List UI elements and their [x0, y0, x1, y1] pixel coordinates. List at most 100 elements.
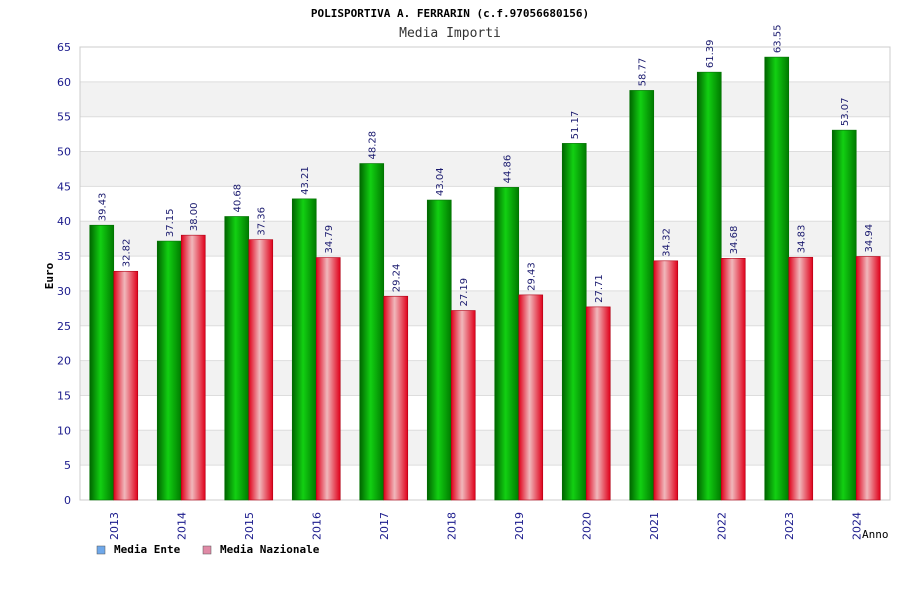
bar-media-ente: [696, 71, 722, 501]
y-tick-label: 10: [57, 424, 71, 437]
value-label: 61.39: [705, 40, 716, 69]
grid-band: [80, 256, 890, 291]
grid-band: [80, 186, 890, 222]
y-tick-label: 65: [57, 41, 71, 54]
value-label: 34.83: [797, 225, 808, 254]
value-labels: 39.43 32.82 37.15 38.00 40.68 37.36 43.21 34.79…: [98, 24, 876, 306]
grid-band: [80, 430, 890, 466]
bar-media-nazionale: [180, 234, 206, 501]
bar-media-ente: [561, 143, 587, 501]
chart-subtitle: Media Importi: [399, 26, 501, 41]
bar-media-ente: [764, 56, 790, 501]
grid-band: [80, 395, 890, 431]
grid-band: [80, 221, 890, 257]
y-tick-label: 55: [57, 111, 71, 124]
legend-label: Media Nazionale: [220, 543, 320, 556]
y-tick-label: 0: [64, 494, 71, 507]
bar-media-nazionale: [788, 256, 814, 501]
bar-media-nazionale: [248, 239, 274, 501]
bar-media-nazionale: [518, 294, 544, 501]
value-label: 29.24: [392, 264, 403, 293]
value-label: 37.15: [165, 208, 176, 237]
x-tick-label: 2014: [175, 512, 188, 540]
value-label: 34.79: [324, 225, 335, 254]
bar-media-nazionale: [653, 260, 679, 501]
y-axis-label: Euro: [43, 262, 56, 289]
value-label: 29.43: [527, 262, 538, 291]
bar-media-ente: [629, 90, 655, 501]
value-label: 34.32: [662, 228, 673, 257]
y-tick-label: 45: [57, 180, 71, 193]
grid-band: [80, 290, 890, 326]
plot-background: [80, 47, 890, 500]
value-label: 40.68: [233, 184, 244, 213]
grid-lines: [79, 46, 891, 501]
legend-swatch: [202, 545, 212, 555]
value-label: 34.94: [864, 224, 875, 253]
bar-media-nazionale: [113, 270, 139, 501]
x-axis-label: Anno: [862, 528, 889, 541]
chart-title: POLISPORTIVA A. FERRARIN (c.f.9705668015…: [311, 7, 589, 20]
x-tick-label: 2019: [513, 512, 526, 540]
x-tick-label: 2018: [445, 512, 458, 540]
bar-media-nazionale: [855, 256, 881, 501]
x-tick-label: 2024: [850, 512, 863, 540]
value-label: 43.21: [300, 166, 311, 195]
grid-band: [80, 116, 890, 152]
bar-media-ente: [426, 199, 452, 501]
x-tick-label: 2022: [715, 512, 728, 540]
bar-media-ente: [224, 216, 250, 501]
bar-media-ente: [89, 224, 115, 501]
x-tick-label: 2021: [648, 512, 661, 540]
value-label: 38.00: [189, 203, 200, 232]
x-tick-label: 2015: [243, 512, 256, 540]
value-label: 51.17: [570, 111, 581, 140]
x-tick-label: 2013: [108, 512, 121, 540]
y-tick-label: 60: [57, 76, 71, 89]
bars: [89, 56, 881, 501]
y-tick-label: 20: [57, 355, 71, 368]
grid-band: [80, 151, 890, 187]
y-tick-label: 40: [57, 215, 71, 228]
x-tick-label: 2017: [378, 512, 391, 540]
legend-label: Media Ente: [114, 543, 181, 556]
y-tick-label: 30: [57, 285, 71, 298]
grid-band: [80, 465, 890, 500]
value-label: 44.86: [503, 155, 514, 184]
bar-media-ente: [156, 240, 182, 501]
value-label: 37.36: [257, 207, 268, 236]
bar-media-ente: [494, 187, 520, 501]
value-label: 34.68: [729, 226, 740, 255]
y-tick-label: 5: [64, 459, 71, 472]
legend: Media Ente Media Nazionale: [96, 543, 320, 556]
x-tick-label: 2020: [580, 512, 593, 540]
y-tick-label: 35: [57, 250, 71, 263]
y-tick-label: 50: [57, 146, 71, 159]
x-tick-label: 2023: [783, 512, 796, 540]
value-label: 32.82: [122, 239, 133, 268]
grid-band: [80, 47, 890, 82]
grid-band: [80, 360, 890, 396]
grid-band: [80, 81, 890, 117]
y-tick-label: 15: [57, 389, 71, 402]
x-tick-label: 2016: [310, 512, 323, 540]
bar-media-nazionale: [585, 306, 611, 501]
plot-frame: [79, 46, 891, 501]
value-label: 48.28: [368, 131, 379, 160]
value-label: 27.19: [459, 278, 470, 307]
value-label: 43.04: [435, 167, 446, 196]
bar-media-nazionale: [450, 310, 476, 501]
bar-media-ente: [359, 163, 385, 501]
bar-media-nazionale: [720, 258, 746, 501]
value-label: 53.07: [840, 98, 851, 127]
bar-media-ente: [831, 129, 857, 501]
bar-media-ente: [291, 198, 317, 501]
legend-swatch: [96, 545, 106, 555]
value-label: 39.43: [98, 193, 109, 222]
y-tick-label: 25: [57, 320, 71, 333]
value-label: 63.55: [773, 24, 784, 53]
bar-media-nazionale: [383, 295, 409, 501]
tick-labels: 0 5 10 15 20 25 30 35 40 45 50 55 60 65 2013 2014 2015 20…: [57, 41, 863, 540]
value-label: 58.77: [638, 58, 649, 87]
